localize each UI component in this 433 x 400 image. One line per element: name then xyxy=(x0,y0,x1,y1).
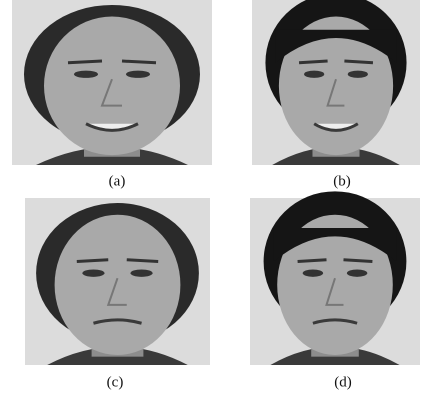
eyebrow xyxy=(344,59,374,65)
eyebrow xyxy=(343,258,373,263)
fringe xyxy=(275,29,397,63)
mouth xyxy=(85,122,139,132)
panel-caption: (d) xyxy=(334,374,352,390)
nose xyxy=(100,78,122,107)
face-photo xyxy=(25,198,210,365)
mouth xyxy=(313,122,359,132)
eyebrow xyxy=(297,258,327,263)
eyebrow xyxy=(76,258,109,263)
face-photo xyxy=(12,0,212,165)
eyebrow xyxy=(67,59,103,65)
face xyxy=(44,16,180,156)
face xyxy=(277,214,393,355)
eye xyxy=(82,269,105,277)
eyebrow xyxy=(126,258,159,263)
face xyxy=(54,214,181,355)
eye xyxy=(74,70,98,78)
nose xyxy=(326,78,345,107)
fringe xyxy=(273,228,397,262)
mouth xyxy=(93,318,142,325)
panel-caption: (b) xyxy=(333,173,351,189)
eye xyxy=(346,269,368,277)
eye xyxy=(130,269,153,277)
nose xyxy=(106,277,127,306)
nose xyxy=(325,277,344,306)
eye xyxy=(347,70,368,78)
face xyxy=(278,16,394,156)
eye xyxy=(302,269,324,277)
panel-caption: (c) xyxy=(107,374,124,390)
face-photo xyxy=(252,0,420,165)
eye xyxy=(304,70,325,78)
eye xyxy=(126,70,150,78)
mouth xyxy=(312,318,358,325)
panel-caption: (a) xyxy=(109,173,126,189)
eyebrow xyxy=(298,59,328,65)
eyebrow xyxy=(121,59,157,65)
face-photo xyxy=(250,191,420,365)
